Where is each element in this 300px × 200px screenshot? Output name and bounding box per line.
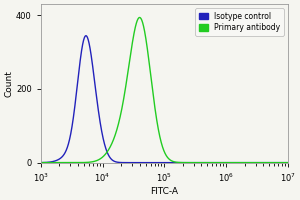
Y-axis label: Count: Count (4, 70, 13, 97)
Legend: Isotype control, Primary antibody: Isotype control, Primary antibody (195, 8, 284, 36)
X-axis label: FITC-A: FITC-A (150, 187, 178, 196)
